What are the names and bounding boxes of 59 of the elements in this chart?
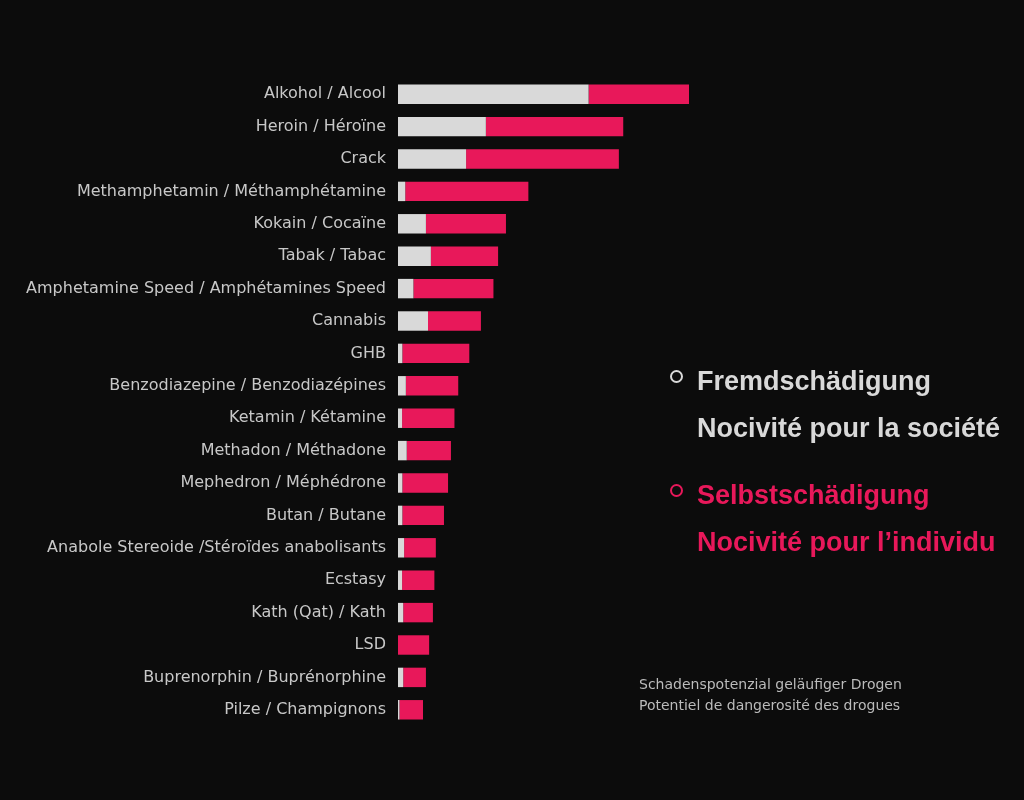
- bar: [398, 278, 414, 299]
- y-tick-label: Tabak / Tabac: [277, 245, 386, 265]
- bar: [405, 181, 529, 202]
- bar: [398, 667, 404, 688]
- bar: [398, 214, 426, 234]
- bar: [413, 278, 494, 299]
- y-tick-label: Buprenorphin / Buprénorphine: [143, 666, 386, 686]
- y-tick-label: Ecstasy: [324, 569, 386, 589]
- y-tick-label: Anabole Stereoide /Stéroïdes anabolisants: [47, 536, 386, 556]
- bar: [398, 473, 403, 493]
- y-tick-label: Kath (Qat) / Kath: [251, 601, 386, 621]
- bar: [588, 84, 689, 104]
- annotation: Schadenspotenzial geläufiger Drogen Potentiel de dangerosité des drogues: [639, 675, 902, 715]
- y-tick-label: Amphetamine Speed / Amphétamines Speed: [26, 277, 386, 297]
- bar: [402, 505, 444, 526]
- y-tick-label: Heroin / Héroïne: [255, 115, 386, 135]
- y-tick-label: Butan / Butane: [265, 504, 386, 524]
- bar: [430, 246, 499, 266]
- bar: [398, 440, 407, 461]
- y-tick-label: GHB: [350, 342, 386, 362]
- bar: [403, 602, 433, 623]
- bar: [402, 408, 455, 428]
- y-tick-label: LSD: [354, 634, 386, 654]
- y-tick-label: Methadon / Méthadone: [200, 439, 386, 459]
- bar: [485, 116, 624, 137]
- y-tick-label: Crack: [340, 148, 387, 168]
- y-tick-label: Ketamin / Kétamine: [229, 407, 386, 427]
- bar: [398, 376, 406, 396]
- bar: [402, 343, 470, 364]
- bar: [398, 311, 428, 331]
- bar: [398, 538, 405, 558]
- y-tick-label: Pilze / Champignons: [224, 698, 386, 718]
- bar: [427, 311, 481, 331]
- bar: [398, 635, 430, 655]
- bar: [398, 570, 403, 590]
- bar: [398, 149, 467, 169]
- bar: [403, 667, 426, 688]
- legend-label: Selbstschädigung Nocivité pour l’individu: [697, 479, 996, 559]
- y-tick-label: Mephedron / Méphédrone: [180, 472, 386, 492]
- bar: [398, 602, 404, 623]
- legend-label: Fremdschädigung Nocivité pour la société: [697, 365, 1001, 445]
- y-tick-label: Kokain / Cocaïne: [253, 212, 386, 232]
- bar: [405, 376, 459, 396]
- bar: [398, 408, 403, 428]
- bar: [399, 700, 424, 720]
- bar: [425, 214, 506, 234]
- bar: [398, 181, 406, 202]
- bar: [404, 538, 436, 558]
- y-tick-label: Alkohol / Alcool: [263, 83, 386, 103]
- y-tick-label: Benzodiazepine / Benzodiazépines: [109, 374, 386, 394]
- y-tick-label: Cannabis: [312, 310, 386, 330]
- bar: [466, 149, 619, 169]
- y-tick-label: Methamphetamin / Méthamphétamine: [76, 180, 386, 200]
- bar: [398, 246, 431, 266]
- bar: [402, 570, 435, 590]
- bar: [406, 440, 451, 461]
- bar: [398, 116, 486, 137]
- bar: [402, 473, 449, 493]
- bar: [398, 84, 589, 104]
